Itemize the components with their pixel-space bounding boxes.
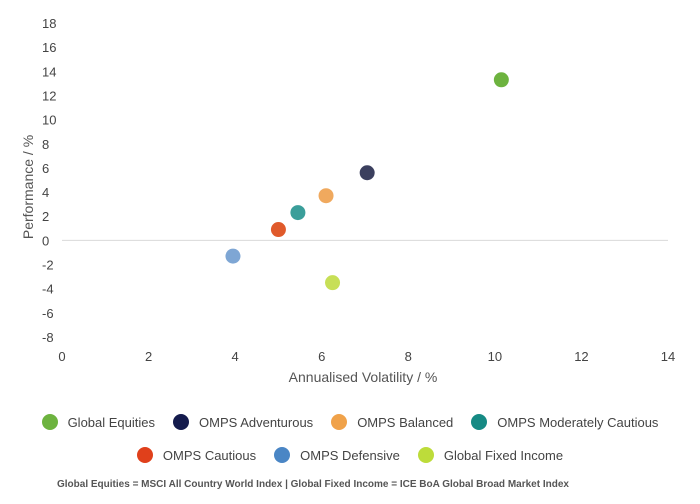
- legend-swatch: [274, 447, 291, 463]
- x-tick-label: 4: [232, 349, 239, 364]
- y-tick-label: 0: [42, 233, 49, 248]
- footnote: Global Equities = MSCI All Country World…: [57, 479, 569, 490]
- y-tick-label: 8: [42, 137, 49, 152]
- legend-item-omps-balanced: OMPS Balanced: [331, 414, 453, 430]
- legend-swatch: [173, 414, 190, 430]
- y-tick-label: 4: [42, 185, 49, 200]
- x-axis-ticks: 0 2 4 6 8 10 12 14: [58, 349, 675, 364]
- legend-swatch: [417, 447, 434, 463]
- x-tick-label: 10: [488, 349, 502, 364]
- legend-row-2: OMPS Cautious OMPS Defensive Global Fixed …: [0, 447, 700, 463]
- x-tick-label: 2: [145, 349, 152, 364]
- y-tick-label: -6: [42, 306, 54, 321]
- legend-item-global-fixed-income: Global Fixed Income: [417, 447, 564, 463]
- legend-item-global-equities: Global Equities: [41, 414, 156, 430]
- legend-item-omps-cautious: OMPS Cautious: [136, 447, 257, 463]
- x-tick-label: 12: [574, 349, 588, 364]
- scatter-chart: 18 16 14 12 10 8 6 4 2 0 -2 -4 -6 -8 0 2 4 6 8 10 12 14 Annu…: [20, 16, 675, 385]
- legend-swatch: [331, 414, 348, 430]
- y-tick-label: 6: [42, 161, 49, 176]
- y-tick-label: 2: [42, 209, 49, 224]
- y-axis-title: Performance / %: [20, 135, 36, 239]
- data-point-global-equities: [493, 72, 509, 88]
- legend-swatch: [136, 447, 153, 463]
- legend-item-omps-adventurous: OMPS Adventurous: [173, 414, 313, 430]
- data-point-omps-cautious: [270, 222, 286, 238]
- x-tick-label: 8: [405, 349, 412, 364]
- y-tick-label: 10: [42, 113, 56, 128]
- x-tick-label: 14: [661, 349, 675, 364]
- x-tick-label: 0: [58, 349, 65, 364]
- y-tick-label: -4: [42, 282, 54, 297]
- legend-label: OMPS Balanced: [357, 414, 454, 430]
- data-point-omps-moderately-cautious: [290, 205, 306, 221]
- legend-label: OMPS Adventurous: [199, 414, 314, 430]
- x-axis-title: Annualised Volatility / %: [289, 369, 438, 385]
- legend-row-1: Global Equities OMPS Adventurous OMPS Bala…: [0, 414, 700, 430]
- y-tick-label: 14: [42, 64, 56, 79]
- legend-label: OMPS Moderately Cautious: [497, 414, 659, 430]
- y-tick-label: 18: [42, 16, 56, 31]
- legend-label: Global Fixed Income: [443, 447, 564, 463]
- legend-swatch: [41, 414, 58, 430]
- legend-label: OMPS Defensive: [300, 447, 400, 463]
- data-point-omps-defensive: [225, 248, 241, 264]
- data-point-omps-balanced: [318, 188, 334, 204]
- legend-swatch: [471, 414, 488, 430]
- data-point-global-fixed-income: [325, 275, 341, 291]
- y-axis-ticks: 18 16 14 12 10 8 6 4 2 0 -2 -4 -6 -8: [42, 16, 56, 345]
- legend-item-omps-defensive: OMPS Defensive: [274, 447, 400, 463]
- y-tick-label: -2: [42, 258, 54, 273]
- y-tick-label: 16: [42, 40, 56, 55]
- y-tick-label: 12: [42, 88, 56, 103]
- legend-label: OMPS Cautious: [162, 447, 257, 463]
- x-tick-label: 6: [318, 349, 325, 364]
- data-point-omps-adventurous: [359, 165, 375, 181]
- legend-label: Global Equities: [67, 414, 156, 430]
- y-tick-label: -8: [42, 330, 54, 345]
- data-points: [225, 72, 509, 291]
- legend-item-omps-moderately-cautious: OMPS Moderately Cautious: [471, 414, 658, 430]
